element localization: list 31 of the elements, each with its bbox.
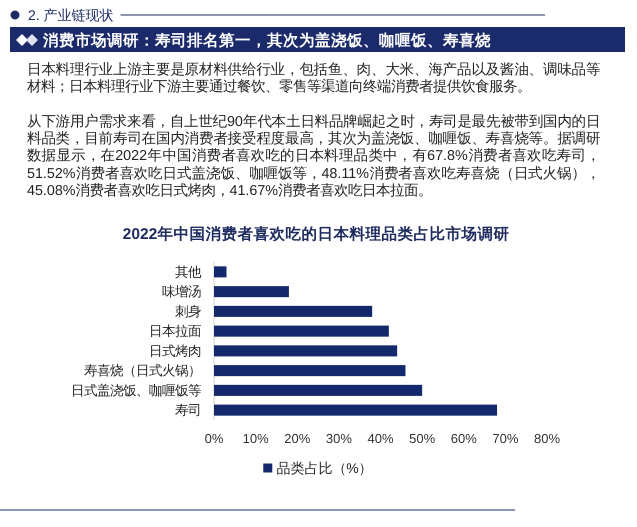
- bar: [214, 404, 498, 416]
- x-tick-label: 80%: [534, 431, 560, 446]
- legend-label: 品类占比（%）: [276, 460, 373, 476]
- text: 消费市场调研：寿司排名第一，其次为盖浇饭、咖喱饭、寿喜烧: [42, 30, 491, 50]
- bar: [214, 345, 398, 356]
- y-tick-label: 日本拉面: [149, 324, 201, 339]
- bar: [214, 384, 422, 396]
- bar: [214, 286, 289, 298]
- bar: [214, 365, 406, 376]
- y-tick-label: 刺身: [175, 304, 201, 319]
- bar: [214, 266, 226, 278]
- bar: [214, 306, 372, 317]
- bar: [214, 326, 389, 337]
- x-tick-label: 40%: [367, 431, 394, 446]
- x-tick-label: 60%: [450, 431, 478, 446]
- x-tick-label: 10%: [242, 431, 270, 446]
- y-tick-label: 寿司: [175, 402, 201, 418]
- text: 从下游用户需求来看，自上世纪90年代本土日料品牌崛起之时，寿司是最先被带到国内的日料品类，目前寿司在国内消费者接受程度最高，其次为盖浇饭、咖喱饭、寿喜烧等。据调研数据显示，在2022年中国消费者喜欢吃的日本料理品类中，有67.8%消费者喜欢吃寿司，51.52%消费者喜欢吃日式盖浇饭、咖喱饭等，48.11%消费者喜欢吃寿喜烧（日式火锅），45.08%消费者喜欢吃日式烤肉，41.67%消费者喜欢吃日本拉面。: [27, 114, 600, 200]
- text: 日本料理行业上游主要是原材料供给行业，包括鱼、肉、大米、海产品以及酱油、调味品等材料；日本料理行业下游主要通过餐饮、零售等渠道向终端消费者提供饮食服务。: [27, 62, 600, 96]
- x-tick-label: 0%: [204, 431, 224, 446]
- y-tick-label: 寿喜烧（日式火锅）: [84, 363, 201, 378]
- x-tick-label: 70%: [492, 431, 519, 446]
- chart-title: 2022年中国消费者喜欢吃的日本料理品类占比市场调研: [122, 225, 510, 243]
- text: 2. 产业链现状: [28, 7, 114, 23]
- y-tick-label: 其他: [175, 264, 201, 280]
- x-tick-label: 20%: [284, 431, 311, 446]
- y-tick-label: 日式烤肉: [149, 343, 201, 358]
- x-tick-label: 50%: [409, 431, 436, 446]
- x-tick-label: 30%: [326, 431, 352, 446]
- y-tick-label: 日式盖浇饭、咖喱饭等: [71, 382, 201, 398]
- y-tick-label: 味增汤: [162, 284, 201, 300]
